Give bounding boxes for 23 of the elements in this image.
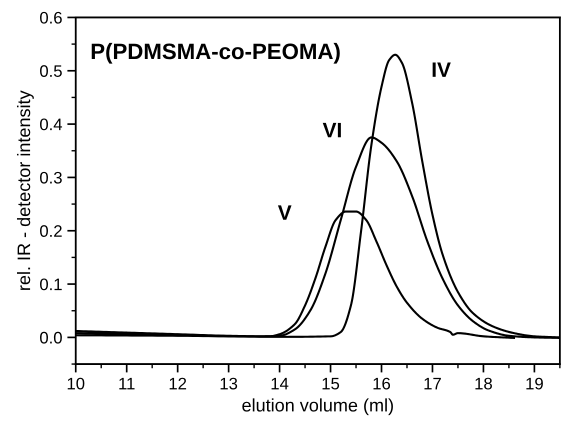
y-tick-label: 0.4 <box>40 118 62 130</box>
y-tick-label: 0.3 <box>40 172 62 184</box>
x-tick-label: 12 <box>170 378 186 390</box>
series-label: V <box>278 205 292 220</box>
y-axis-title: rel. IR - detector intensity <box>16 90 34 290</box>
y-tick-label: 0.0 <box>40 332 62 344</box>
x-axis-title: elution volume (ml) <box>242 398 393 416</box>
x-tick-label: 13 <box>220 378 238 390</box>
x-tick-label: 18 <box>475 378 492 390</box>
y-tick-label: 0.2 <box>40 225 62 237</box>
x-tick-label: 15 <box>322 378 340 390</box>
y-tick-label: 0.1 <box>40 278 62 290</box>
y-tick-label: 0.5 <box>40 65 62 77</box>
y-tick-label: 0.6 <box>40 12 62 24</box>
series-label: IV <box>432 62 451 77</box>
series-label: VI <box>322 122 341 138</box>
x-tick-label: 14 <box>272 378 288 390</box>
x-tick-label: 10 <box>68 378 84 390</box>
x-tick-label: 17 <box>424 378 441 390</box>
text: P(PDMSMA-co-PEOMA) <box>92 42 340 64</box>
x-tick-label: 11 <box>119 378 135 390</box>
x-tick-label: 16 <box>374 378 390 390</box>
x-tick-label: 19 <box>526 378 543 390</box>
